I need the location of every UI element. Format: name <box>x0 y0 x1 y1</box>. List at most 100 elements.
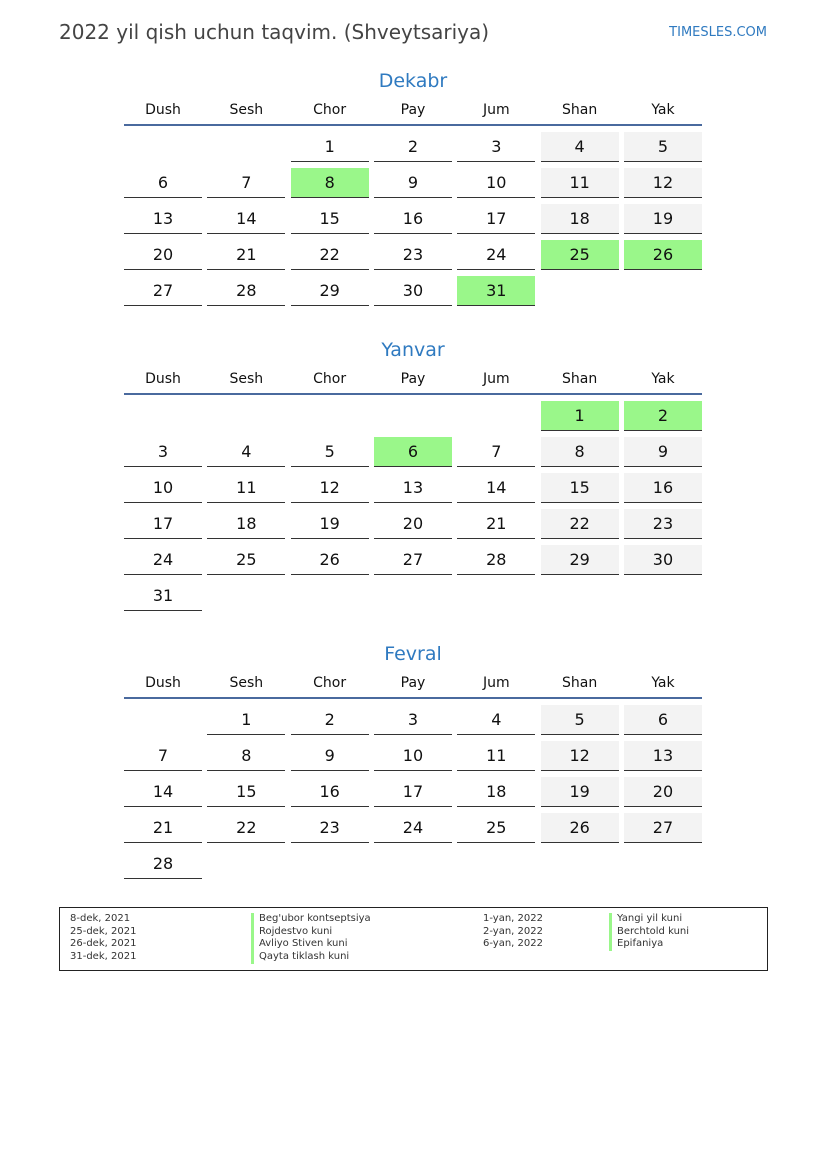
day-cell[interactable]: 8 <box>540 437 619 467</box>
day-cell[interactable]: 20 <box>124 240 202 270</box>
day-cell[interactable]: 22 <box>540 509 619 539</box>
day-cell[interactable]: 26 <box>623 240 702 270</box>
day-cell[interactable]: 27 <box>124 276 202 306</box>
day-cell[interactable]: 28 <box>457 545 536 575</box>
day-cell[interactable]: 18 <box>540 204 619 234</box>
empty-cell <box>624 581 702 611</box>
day-cell[interactable]: 23 <box>290 813 369 843</box>
day-cell[interactable]: 3 <box>124 437 202 467</box>
weekday-label: Pay <box>400 675 426 691</box>
day-cell[interactable]: 26 <box>290 545 369 575</box>
day-cell[interactable]: 17 <box>373 777 452 807</box>
day-cell[interactable]: 11 <box>457 741 536 771</box>
day-cell[interactable]: 31 <box>124 581 202 611</box>
day-cell[interactable]: 13 <box>124 204 202 234</box>
day-cell[interactable]: 2 <box>623 401 702 431</box>
day-cell[interactable]: 8 <box>290 168 369 198</box>
day-cell[interactable]: 6 <box>124 168 202 198</box>
weekday-label: Pay <box>400 102 426 118</box>
day-cell[interactable]: 16 <box>623 473 702 503</box>
day-cell[interactable]: 17 <box>124 509 202 539</box>
day-cell[interactable]: 1 <box>540 401 619 431</box>
day-cell[interactable]: 22 <box>290 240 369 270</box>
day-cell[interactable]: 9 <box>290 741 369 771</box>
day-cell[interactable]: 11 <box>540 168 619 198</box>
day-cell[interactable]: 25 <box>457 813 536 843</box>
day-cell[interactable]: 12 <box>623 168 702 198</box>
day-cell[interactable]: 21 <box>457 509 536 539</box>
day-cell[interactable]: 24 <box>373 813 452 843</box>
day-cell[interactable]: 4 <box>457 705 536 735</box>
day-cell[interactable]: 5 <box>540 705 619 735</box>
day-cell[interactable]: 20 <box>623 777 702 807</box>
day-cell[interactable]: 26 <box>540 813 619 843</box>
day-cell[interactable]: 30 <box>623 545 702 575</box>
day-cell[interactable]: 13 <box>623 741 702 771</box>
day-cell[interactable]: 30 <box>373 276 452 306</box>
day-cell[interactable]: 27 <box>623 813 702 843</box>
day-cell[interactable]: 19 <box>290 509 369 539</box>
day-cell[interactable]: 4 <box>207 437 286 467</box>
day-cell[interactable]: 21 <box>207 240 286 270</box>
day-cell[interactable]: 1 <box>290 132 369 162</box>
day-cell[interactable]: 3 <box>373 705 452 735</box>
day-cell[interactable]: 13 <box>373 473 452 503</box>
day-cell[interactable]: 4 <box>540 132 619 162</box>
day-cell[interactable]: 18 <box>457 777 536 807</box>
day-cell[interactable]: 9 <box>373 168 452 198</box>
brand-link[interactable]: TIMESLES.COM <box>669 25 767 40</box>
legend-name: Yangi yil kuni <box>609 913 689 926</box>
day-cell[interactable]: 10 <box>124 473 202 503</box>
day-cell[interactable]: 15 <box>540 473 619 503</box>
day-cell[interactable]: 29 <box>540 545 619 575</box>
day-cell[interactable]: 8 <box>207 741 286 771</box>
day-cell[interactable]: 5 <box>623 132 702 162</box>
day-cell[interactable]: 25 <box>540 240 619 270</box>
day-cell[interactable]: 2 <box>290 705 369 735</box>
day-cell[interactable]: 25 <box>207 545 286 575</box>
day-cell[interactable]: 7 <box>457 437 536 467</box>
empty-cell <box>374 849 452 879</box>
day-cell[interactable]: 7 <box>124 741 202 771</box>
day-cell[interactable]: 31 <box>457 276 536 306</box>
day-cell[interactable]: 2 <box>373 132 452 162</box>
day-cell[interactable]: 3 <box>457 132 536 162</box>
day-cell[interactable]: 5 <box>290 437 369 467</box>
empty-cell <box>541 276 619 306</box>
day-cell[interactable]: 22 <box>207 813 286 843</box>
day-cell[interactable]: 24 <box>124 545 202 575</box>
day-cell[interactable]: 18 <box>207 509 286 539</box>
day-cell[interactable]: 6 <box>623 705 702 735</box>
day-cell[interactable]: 14 <box>457 473 536 503</box>
day-cell[interactable]: 28 <box>124 849 202 879</box>
day-cell[interactable]: 12 <box>540 741 619 771</box>
day-cell[interactable]: 19 <box>623 204 702 234</box>
day-cell[interactable]: 10 <box>457 168 536 198</box>
day-cell[interactable]: 24 <box>457 240 536 270</box>
day-cell[interactable]: 16 <box>373 204 452 234</box>
day-cell[interactable]: 23 <box>373 240 452 270</box>
day-cell[interactable]: 14 <box>124 777 202 807</box>
day-cell[interactable]: 7 <box>207 168 286 198</box>
day-cell[interactable]: 27 <box>373 545 452 575</box>
day-cell[interactable]: 10 <box>373 741 452 771</box>
day-cell[interactable]: 9 <box>623 437 702 467</box>
day-cell[interactable]: 29 <box>290 276 369 306</box>
day-cell[interactable]: 28 <box>207 276 286 306</box>
day-cell[interactable]: 12 <box>290 473 369 503</box>
day-cell[interactable]: 17 <box>457 204 536 234</box>
day-cell[interactable]: 19 <box>540 777 619 807</box>
day-cell[interactable]: 11 <box>207 473 286 503</box>
week-row: 20 21 22 23 24 25 26 <box>124 240 702 276</box>
day-cell[interactable]: 15 <box>290 204 369 234</box>
month-dekabr: Dekabr Dush Sesh Chor Pay Jum Shan Yak 1 2 3 4 5 6 7 8 9… <box>124 70 702 312</box>
day-cell[interactable]: 14 <box>207 204 286 234</box>
day-cell[interactable]: 21 <box>124 813 202 843</box>
day-cell[interactable]: 20 <box>373 509 452 539</box>
day-cell[interactable]: 1 <box>207 705 286 735</box>
day-cell[interactable]: 15 <box>207 777 286 807</box>
day-cell[interactable]: 6 <box>373 437 452 467</box>
day-cell[interactable]: 16 <box>290 777 369 807</box>
day-cell[interactable]: 23 <box>623 509 702 539</box>
